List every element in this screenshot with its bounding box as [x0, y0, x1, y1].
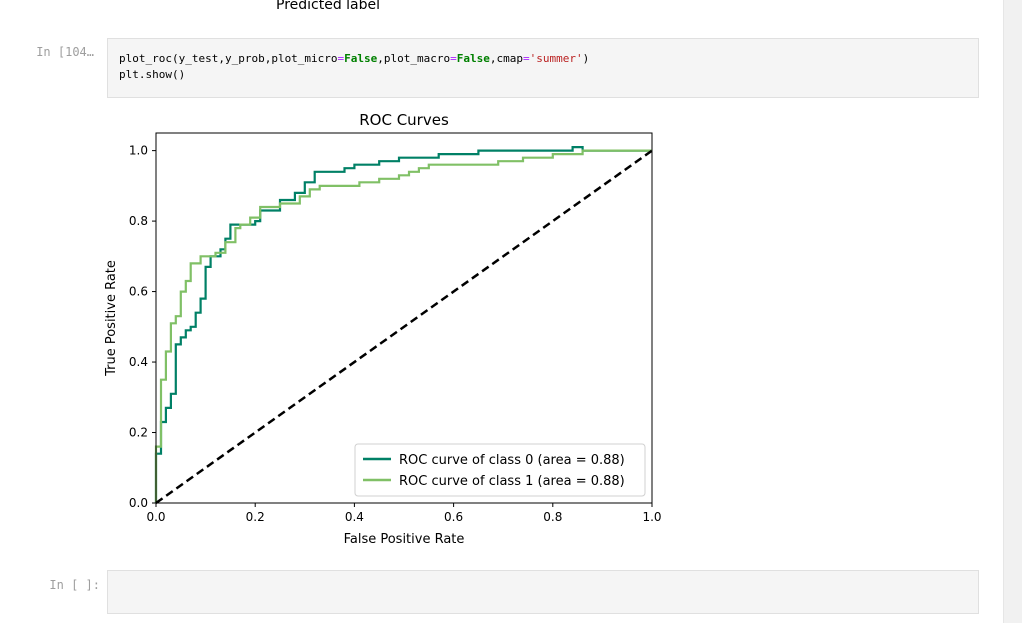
- y-tick-label: 0.8: [129, 214, 148, 228]
- cell-prompt: In [104…: [36, 45, 94, 59]
- roc-chart: 0.0 0.2 0.4 0.6 0.8 1.0 0.0 0.2 0.4 0.6 0.8 1.0 ROC…: [104, 111, 662, 547]
- y-tick-label: 0.2: [129, 426, 148, 440]
- chart-title: ROC Curves: [359, 111, 449, 129]
- roc-plot-output: 0.0 0.2 0.4 0.6 0.8 1.0 0.0 0.2 0.4 0.6 0.8 1.0 ROC…: [95, 100, 695, 560]
- y-axis-label: True Positive Rate: [104, 260, 119, 377]
- code-cell-input[interactable]: plot_roc(y_test,y_prob,plot_micro=False,…: [107, 38, 979, 98]
- y-tick-label: 0.4: [129, 355, 148, 369]
- x-tick-label: 0.6: [444, 510, 463, 524]
- axes-frame: [155, 132, 653, 504]
- chart-legend: ROC curve of class 0 (area = 0.88) ROC cu…: [354, 443, 646, 497]
- y-tick-label: 0.0: [129, 496, 148, 510]
- chance-diagonal-line: [155, 149, 653, 505]
- x-tick-label: 0.0: [146, 510, 165, 524]
- x-axis-label: False Positive Rate: [344, 532, 465, 547]
- notebook-scrollbar[interactable]: [1003, 0, 1022, 623]
- code-text[interactable]: plot_roc(y_test,y_prob,plot_micro=False,…: [119, 52, 590, 81]
- cell-prompt-empty: In [ ]:: [49, 578, 100, 592]
- x-tick-label: 0.2: [246, 510, 265, 524]
- x-tick-label: 0.8: [543, 510, 562, 524]
- legend-box: [354, 443, 646, 497]
- roc-series-line-class-1: [154, 149, 652, 503]
- legend-label: ROC curve of class 0 (area = 0.88): [399, 453, 625, 468]
- y-tick-label: 1.0: [129, 144, 148, 158]
- previous-plot-xlabel: Predicted label: [276, 0, 381, 13]
- x-tick-label: 0.4: [345, 510, 364, 524]
- code-cell-input-empty[interactable]: [107, 570, 979, 614]
- roc-series-line-class-0: [154, 146, 652, 503]
- x-tick-label: 1.0: [642, 510, 661, 524]
- legend-label: ROC curve of class 1 (area = 0.88): [399, 474, 625, 489]
- y-tick-label: 0.6: [129, 285, 148, 299]
